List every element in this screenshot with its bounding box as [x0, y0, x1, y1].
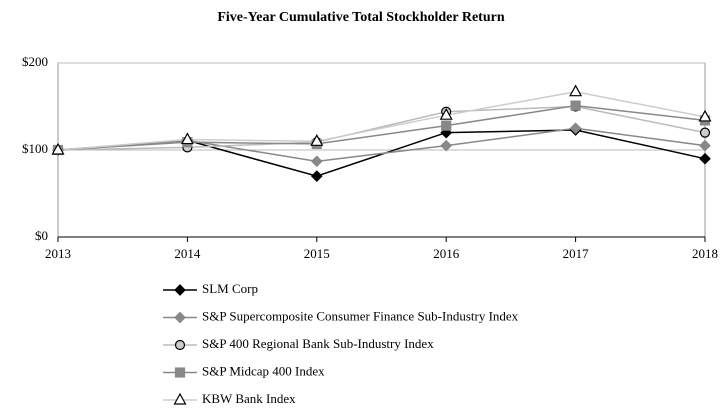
point-marker	[699, 139, 711, 152]
series-line	[57, 104, 706, 151]
legend-label: KBW Bank Index	[202, 391, 296, 406]
point-marker	[569, 84, 583, 97]
point-marker	[51, 142, 65, 155]
point-marker	[699, 152, 711, 165]
point-marker	[439, 107, 453, 120]
point-marker	[699, 127, 711, 138]
point-marker	[310, 155, 323, 168]
series-line	[57, 105, 706, 151]
chart-title: Five-Year Cumulative Total Stockholder R…	[217, 10, 504, 25]
legend-marker	[174, 339, 186, 351]
legend-marker	[174, 284, 186, 296]
point-marker	[698, 109, 712, 122]
y-tick-label: $200	[22, 54, 48, 69]
x-tick-label: 2013	[45, 246, 71, 261]
y-tick-label: $100	[22, 141, 48, 156]
x-tick-label: 2018	[692, 246, 718, 261]
legend-label: S&P 400 Regional Bank Sub-Industry Index	[202, 336, 434, 351]
x-tick-label: 2016	[433, 246, 460, 261]
legend-marker	[174, 311, 186, 324]
legend-marker	[173, 392, 187, 405]
point-marker	[310, 170, 323, 182]
y-tick-label: $0	[35, 228, 48, 243]
point-marker	[570, 100, 581, 111]
legend-label: S&P Midcap 400 Index	[202, 363, 325, 378]
point-marker	[569, 122, 582, 135]
legend-marker	[174, 367, 186, 378]
x-tick-label: 2015	[304, 246, 330, 261]
legend-label: SLM Corp	[202, 281, 258, 296]
point-marker	[440, 139, 453, 152]
point-marker	[180, 132, 194, 145]
point-marker	[441, 120, 452, 131]
series-line	[57, 90, 706, 151]
point-marker	[310, 134, 324, 146]
x-tick-label: 2014	[174, 246, 201, 261]
legend-label: S&P Supercomposite Consumer Finance Sub-…	[202, 308, 519, 323]
x-tick-label: 2017	[563, 246, 590, 261]
